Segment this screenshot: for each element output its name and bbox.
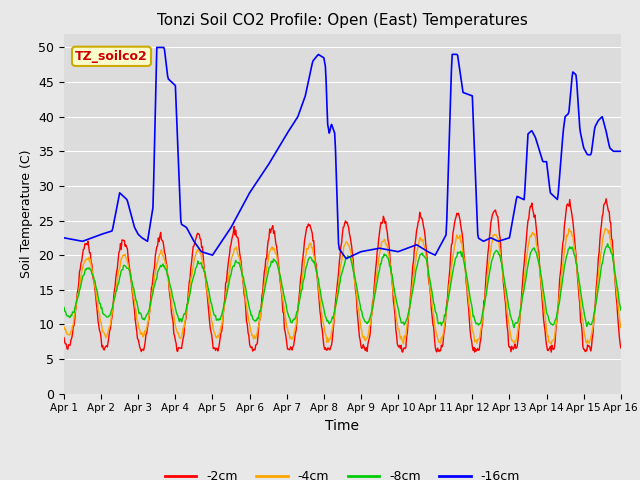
Legend: -2cm, -4cm, -8cm, -16cm: -2cm, -4cm, -8cm, -16cm: [160, 465, 525, 480]
X-axis label: Time: Time: [325, 419, 360, 433]
Y-axis label: Soil Temperature (C): Soil Temperature (C): [20, 149, 33, 278]
Title: Tonzi Soil CO2 Profile: Open (East) Temperatures: Tonzi Soil CO2 Profile: Open (East) Temp…: [157, 13, 528, 28]
Text: TZ_soilco2: TZ_soilco2: [75, 50, 148, 63]
